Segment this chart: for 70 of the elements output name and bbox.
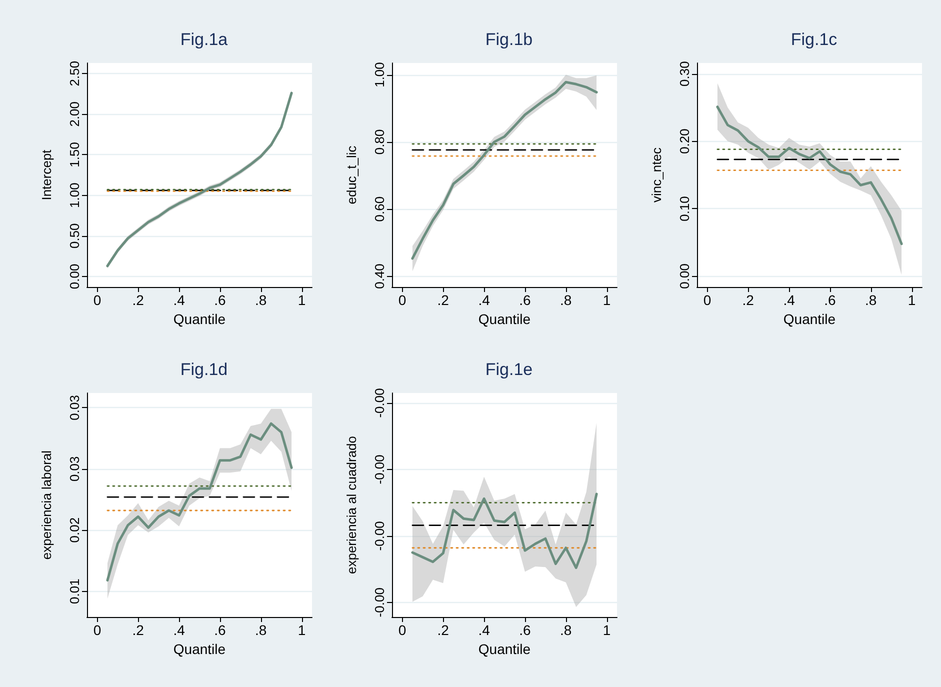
y-axis-title: vinc_ntec <box>649 147 664 202</box>
x-tick-label: .6 <box>519 622 531 638</box>
x-tick-label: 0 <box>93 292 102 308</box>
x-axis-title: Quantile <box>173 640 226 657</box>
line-series <box>716 106 903 246</box>
x-tick-label: .4 <box>478 622 490 638</box>
x-tick-label: .2 <box>437 292 450 308</box>
y-tick-label: -0.00 <box>372 588 387 618</box>
x-tick-label: .4 <box>783 292 796 308</box>
x-tick-label: 1 <box>298 292 306 308</box>
x-tick-label: 1 <box>908 292 916 308</box>
y-tick-label: 1.50 <box>67 142 82 168</box>
x-tick-label: .6 <box>214 292 226 308</box>
y-tick-label: 0.20 <box>677 128 692 154</box>
x-tick-label: 1 <box>298 622 306 638</box>
y-axis-title: educ_t_lic <box>344 145 359 204</box>
chart-title: Fig.1e <box>485 360 533 379</box>
chart-title: Fig.1d <box>180 360 228 379</box>
line-series <box>411 492 598 570</box>
y-tick-label: -0.00 <box>372 521 387 551</box>
y-tick-label: 0.02 <box>67 517 82 543</box>
y-tick-label: 1.00 <box>67 182 82 208</box>
x-tick-label: .8 <box>255 622 267 638</box>
y-tick-label: 0.30 <box>677 61 692 86</box>
x-tick-label: 0 <box>93 622 102 638</box>
y-tick-label: 2.50 <box>67 60 82 86</box>
y-tick-label: 0.40 <box>372 264 387 289</box>
y-tick-label: 0.03 <box>67 456 82 482</box>
x-tick-label: .4 <box>478 292 490 308</box>
y-axis-title: Intercept <box>39 149 54 200</box>
y-tick-label: 0.00 <box>677 264 692 289</box>
y-tick-label: -0.00 <box>372 454 387 484</box>
x-tick-label: .4 <box>173 622 186 638</box>
y-tick-label: 0.10 <box>677 196 692 222</box>
x-axis-title: Quantile <box>478 310 531 327</box>
x-tick-label: .8 <box>560 622 572 638</box>
x-tick-label: 0 <box>703 292 712 308</box>
y-tick-label: -0.00 <box>372 388 387 418</box>
y-tick-label: 0.80 <box>372 129 387 155</box>
y-tick-label: 0.00 <box>67 264 82 290</box>
x-axis-title: Quantile <box>173 310 226 327</box>
y-tick-label: 0.03 <box>67 395 82 420</box>
chart-title: Fig.1b <box>485 30 533 49</box>
y-axis-title: experiencia laboral <box>39 450 54 560</box>
x-tick-label: .6 <box>824 292 836 308</box>
x-tick-label: .6 <box>214 622 226 638</box>
chart-title: Fig.1c <box>790 30 838 49</box>
x-tick-label: .8 <box>560 292 572 308</box>
y-tick-label: 0.50 <box>67 223 82 249</box>
x-tick-label: 0 <box>398 622 406 638</box>
y-tick-label: 2.00 <box>67 101 82 127</box>
x-axis-title: Quantile <box>783 310 836 327</box>
y-tick-label: 0.01 <box>67 578 82 604</box>
y-axis-title: experiencia al cuadrado <box>344 436 359 574</box>
x-axis-title: Quantile <box>478 640 531 657</box>
x-tick-label: .2 <box>742 292 754 308</box>
line-series <box>106 422 293 582</box>
x-tick-label: .2 <box>132 622 144 638</box>
y-tick-label: 0.60 <box>372 196 387 222</box>
x-tick-label: 1 <box>602 292 611 308</box>
chart-title: Fig.1a <box>180 30 228 49</box>
x-tick-label: .8 <box>255 292 267 308</box>
x-tick-label: 0 <box>398 292 406 308</box>
x-tick-label: 1 <box>602 622 611 638</box>
x-tick-label: .8 <box>865 292 877 308</box>
x-tick-label: .2 <box>437 622 450 638</box>
x-tick-label: .4 <box>173 292 186 308</box>
x-tick-label: .2 <box>132 292 144 308</box>
y-tick-label: 1.00 <box>372 62 387 88</box>
x-tick-label: .6 <box>519 292 531 308</box>
